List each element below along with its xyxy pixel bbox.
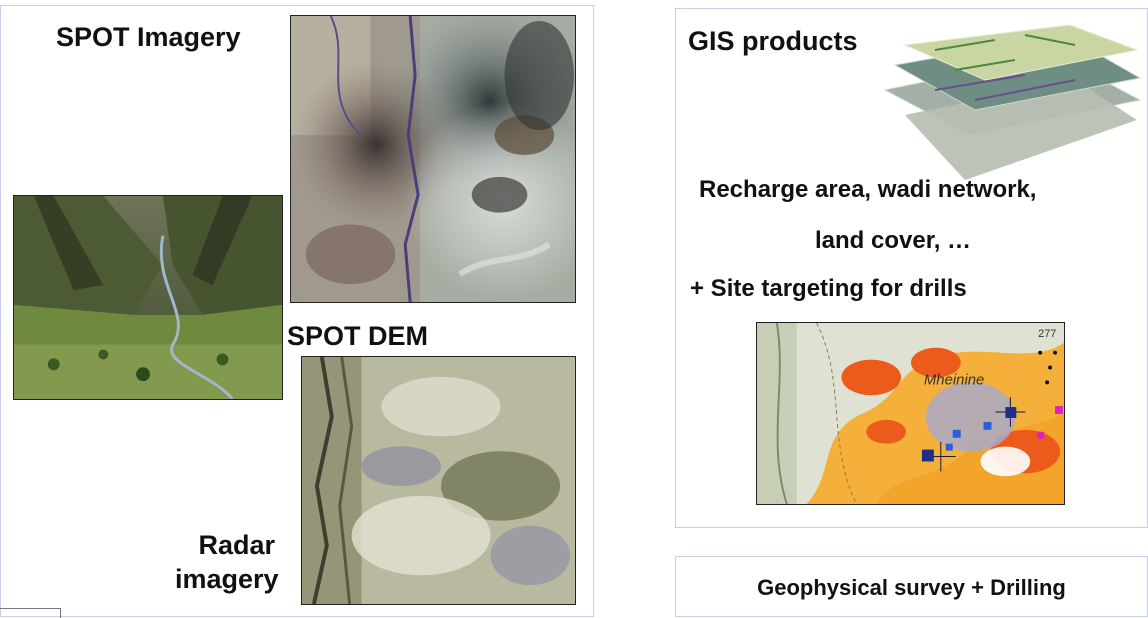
land-cover-line: land cover, … bbox=[815, 227, 972, 254]
radar-imagery-label: Radar imagery bbox=[175, 528, 279, 596]
drill-site-map: 277 Mheinine bbox=[756, 322, 1065, 505]
radar-label-line2: imagery bbox=[175, 564, 279, 594]
geophysical-survey-box bbox=[675, 556, 1148, 617]
radar-3d-image bbox=[13, 195, 283, 400]
gis-products-label: GIS products bbox=[688, 26, 858, 56]
recharge-line: Recharge area, wadi network, bbox=[699, 176, 1037, 203]
spot-imagery-label: SPOT Imagery bbox=[56, 22, 241, 52]
site-targeting-line: + Site targeting for drills bbox=[690, 275, 967, 302]
spot-dem-label: SPOT DEM bbox=[287, 321, 429, 351]
geophysical-survey-label: Geophysical survey + Drilling bbox=[757, 575, 1066, 600]
cursor-artifact bbox=[0, 608, 61, 618]
spot-dem-image bbox=[301, 356, 576, 605]
radar-label-line1: Radar bbox=[198, 530, 275, 560]
spot-imagery-image bbox=[290, 15, 576, 303]
gis-layers-graphic bbox=[875, 20, 1145, 180]
map-number: 277 bbox=[1038, 328, 1056, 340]
map-place-name: Mheinine bbox=[924, 372, 984, 388]
